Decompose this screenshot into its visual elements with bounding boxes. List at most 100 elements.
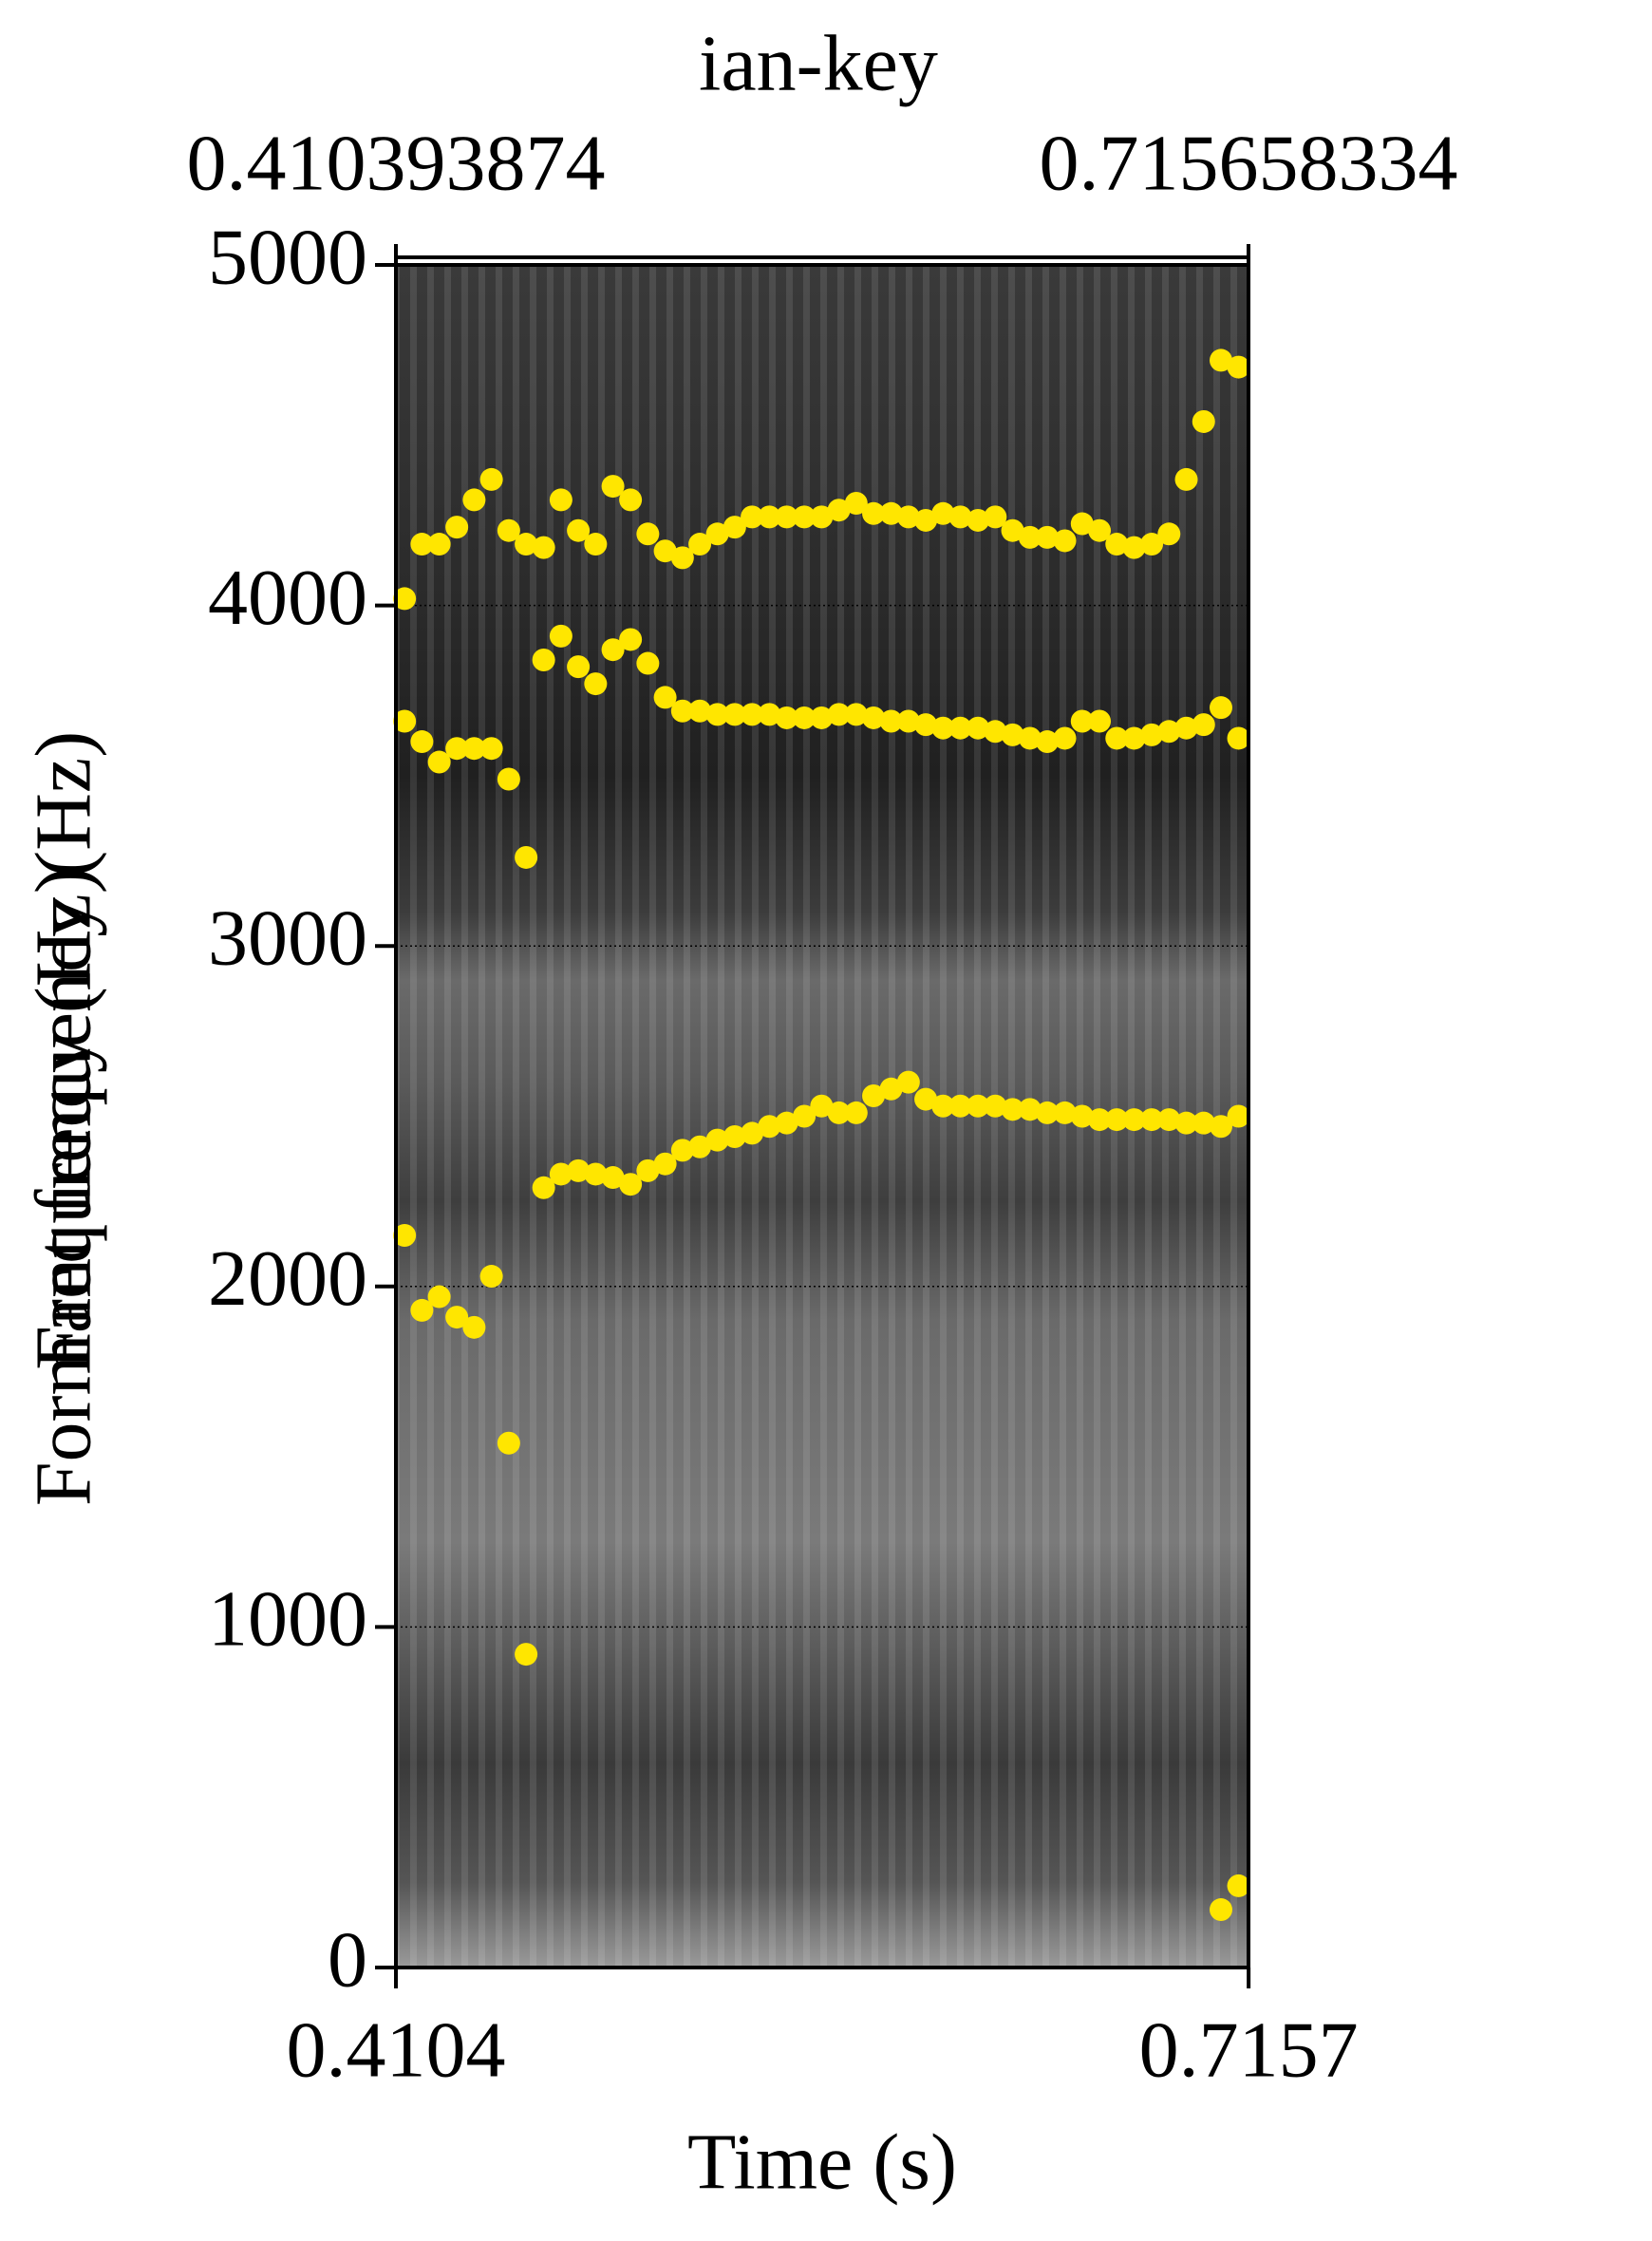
formant-point <box>688 699 712 723</box>
formant-point <box>515 845 538 869</box>
formant-point <box>844 703 868 726</box>
formant-point <box>393 1224 417 1248</box>
formant-point <box>1192 409 1215 433</box>
formant-point <box>1227 1104 1250 1128</box>
formant-point <box>445 737 469 761</box>
formant-point <box>862 501 886 525</box>
formant-point <box>758 505 781 529</box>
formant-point <box>862 706 886 729</box>
formant-point <box>1001 723 1024 746</box>
formant-point <box>1192 1111 1215 1135</box>
formant-point <box>688 533 712 556</box>
formant-point <box>479 737 503 761</box>
formant-point <box>1227 355 1250 379</box>
formant-point <box>1157 522 1181 546</box>
formant-point <box>793 706 817 729</box>
formant-point <box>1105 1108 1129 1132</box>
formant-point <box>393 709 417 733</box>
formant-point <box>705 703 729 726</box>
formant-point <box>1209 696 1232 720</box>
formant-point <box>879 709 903 733</box>
formant-point <box>827 499 851 522</box>
formant-point <box>879 501 903 525</box>
formant-point <box>549 1162 573 1186</box>
y-axis-label: Frequency (Hz) <box>19 867 107 1369</box>
formant-point <box>1174 1111 1198 1135</box>
formant-point <box>1001 518 1024 542</box>
formant-point <box>670 699 694 723</box>
formant-point <box>1036 1101 1060 1124</box>
formant-point <box>567 655 591 679</box>
formant-point <box>445 516 469 539</box>
formant-point <box>967 716 990 740</box>
formant-point <box>914 508 938 532</box>
formant-point <box>497 518 520 542</box>
formant-point <box>948 1094 972 1118</box>
formant-point <box>1122 726 1146 750</box>
chart-title: ian-key <box>699 19 938 107</box>
formant-point <box>1036 730 1060 754</box>
formant-point <box>584 1162 608 1186</box>
formant-point <box>967 1094 990 1118</box>
formant-point <box>984 1094 1007 1118</box>
formant-point <box>515 1643 538 1667</box>
formant-point <box>896 505 920 529</box>
formant-point <box>984 720 1007 744</box>
formant-point <box>723 516 746 539</box>
formant-point <box>515 533 538 556</box>
formant-point <box>497 1431 520 1455</box>
formant-point <box>1140 723 1164 746</box>
formant-point <box>984 505 1007 529</box>
formant-point <box>1070 512 1094 536</box>
plot-frame <box>394 263 1250 1969</box>
formant-point <box>775 706 798 729</box>
formant-point <box>1140 533 1164 556</box>
formant-point <box>1053 529 1077 553</box>
formant-point <box>688 1135 712 1158</box>
formant-point <box>741 505 764 529</box>
formant-point <box>1018 1098 1042 1121</box>
formant-point <box>549 488 573 512</box>
formant-point <box>670 1139 694 1162</box>
formant-point <box>410 1298 434 1322</box>
formant-point <box>567 1158 591 1182</box>
formant-point <box>723 703 746 726</box>
formant-point <box>862 1083 886 1107</box>
formant-point <box>948 716 972 740</box>
formant-point <box>931 1094 955 1118</box>
x-axis-label: Time (s) <box>687 2118 957 2206</box>
formant-point <box>723 1125 746 1149</box>
formant-point <box>636 1158 660 1182</box>
formant-point <box>793 1104 817 1128</box>
formant-point <box>931 716 955 740</box>
formant-point <box>1053 1101 1077 1124</box>
formant-point <box>948 505 972 529</box>
formant-point <box>1036 525 1060 549</box>
formant-point <box>741 703 764 726</box>
formant-point <box>758 703 781 726</box>
formant-point <box>1105 533 1129 556</box>
formant-point <box>479 467 503 491</box>
formant-point <box>584 672 608 696</box>
formant-point <box>896 709 920 733</box>
formant-point <box>653 1152 677 1176</box>
formant-point <box>479 1265 503 1289</box>
formant-point <box>705 1128 729 1152</box>
formant-point <box>879 1077 903 1101</box>
formant-point <box>393 587 417 611</box>
formant-point <box>445 1306 469 1329</box>
formant-point <box>914 1087 938 1111</box>
formant-point <box>1157 1108 1181 1132</box>
formant-point <box>1209 1898 1232 1922</box>
formant-point <box>462 1315 486 1339</box>
formant-point <box>1140 1108 1164 1132</box>
formant-point <box>810 505 834 529</box>
formant-point <box>1088 1108 1112 1132</box>
y-axis-label: Formant frequency (Hz) <box>19 731 107 1506</box>
y-tick-label: 5000 <box>208 213 367 301</box>
top-label: 0.410393874 <box>187 119 606 207</box>
formant-point <box>1070 709 1094 733</box>
x-tick-label: 0.7157 <box>1139 2006 1359 2094</box>
formant-point <box>1192 713 1215 737</box>
